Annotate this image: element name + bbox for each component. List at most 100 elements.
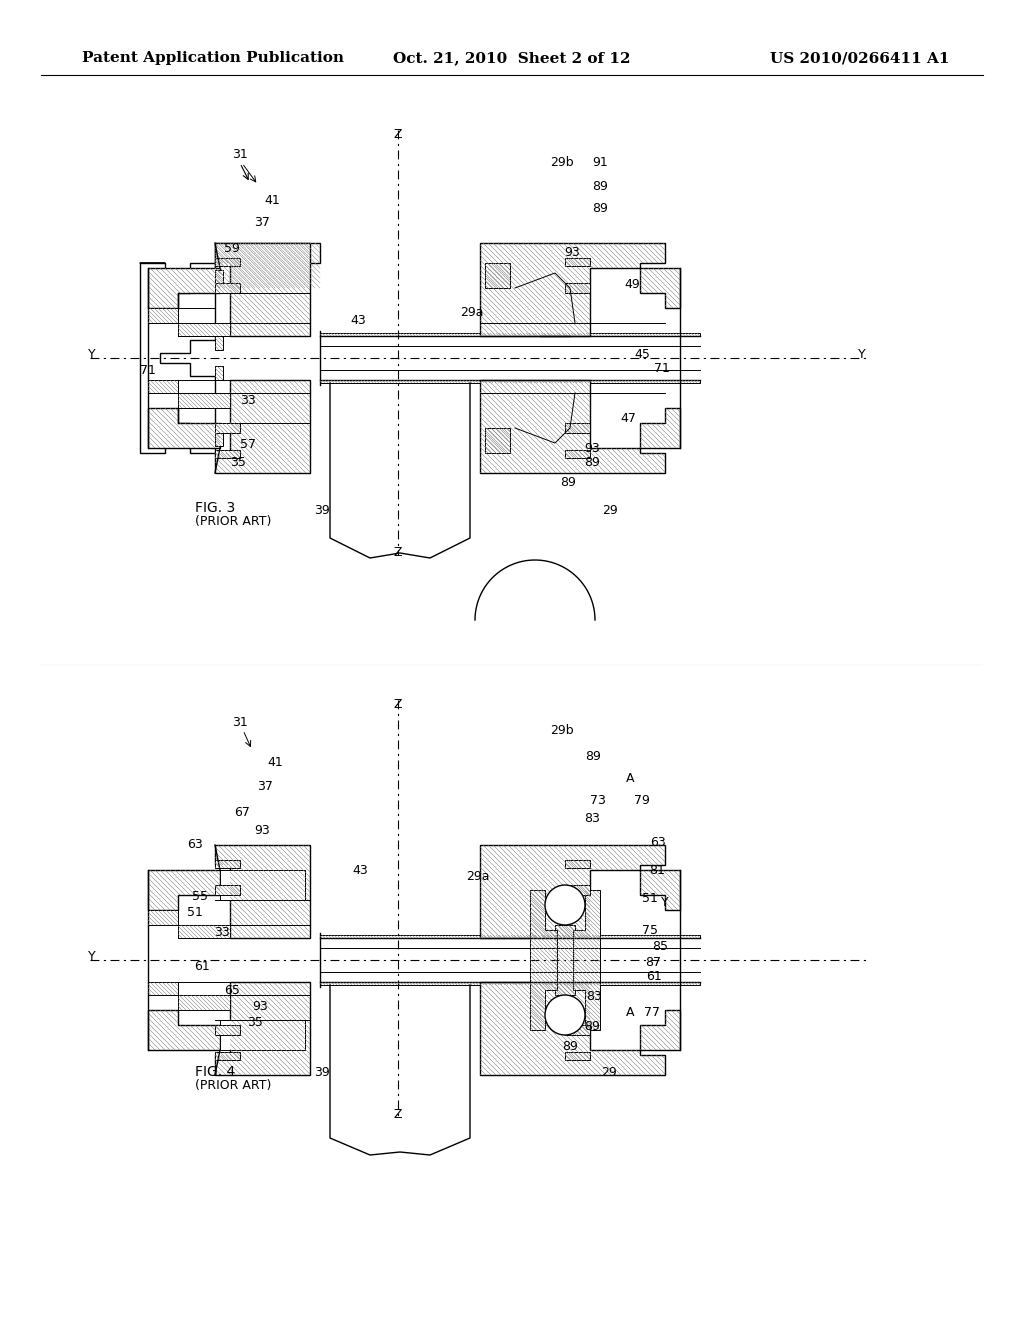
Polygon shape: [148, 408, 220, 447]
Text: 45: 45: [634, 348, 650, 362]
Text: 55: 55: [193, 891, 208, 903]
Text: Z: Z: [394, 1109, 402, 1122]
Text: 71: 71: [654, 362, 670, 375]
Text: 43: 43: [352, 863, 368, 876]
Polygon shape: [215, 422, 240, 433]
Text: Patent Application Publication: Patent Application Publication: [82, 51, 344, 65]
Polygon shape: [319, 333, 700, 337]
Text: 33: 33: [214, 925, 229, 939]
Text: Z: Z: [394, 698, 402, 711]
Text: 91: 91: [592, 157, 608, 169]
Text: 89: 89: [585, 751, 601, 763]
Text: FIG. 4: FIG. 4: [195, 1065, 236, 1078]
Bar: [82, 115, 952, 675]
Text: A: A: [626, 771, 634, 784]
Text: 29a: 29a: [460, 305, 483, 318]
Text: 31: 31: [232, 149, 248, 161]
Polygon shape: [148, 268, 220, 308]
Text: Y: Y: [662, 895, 669, 908]
Text: 39: 39: [314, 1065, 330, 1078]
Text: 57: 57: [240, 438, 256, 451]
Polygon shape: [555, 925, 575, 995]
Polygon shape: [148, 982, 230, 1010]
Polygon shape: [215, 450, 240, 458]
Polygon shape: [215, 337, 223, 350]
Bar: [220, 1020, 305, 1049]
Text: 29a: 29a: [466, 870, 489, 883]
Polygon shape: [215, 243, 310, 337]
Polygon shape: [565, 861, 590, 869]
Polygon shape: [215, 257, 240, 267]
Text: 29: 29: [602, 503, 617, 516]
Polygon shape: [215, 271, 223, 285]
Text: 89: 89: [560, 475, 575, 488]
Text: 85: 85: [652, 940, 668, 953]
Text: 63: 63: [187, 838, 203, 851]
Polygon shape: [573, 890, 600, 1030]
Text: 93: 93: [252, 999, 268, 1012]
Text: 83: 83: [586, 990, 602, 1003]
Polygon shape: [215, 1052, 240, 1060]
Text: 31: 31: [232, 715, 248, 729]
Polygon shape: [319, 982, 700, 985]
Polygon shape: [480, 380, 680, 473]
Polygon shape: [485, 263, 510, 288]
Text: 93: 93: [564, 246, 580, 259]
Polygon shape: [215, 380, 310, 473]
Text: Z: Z: [394, 545, 402, 558]
Polygon shape: [215, 243, 319, 288]
Text: 47: 47: [621, 412, 636, 425]
Polygon shape: [148, 308, 230, 337]
Text: FIG. 3: FIG. 3: [195, 502, 236, 515]
Polygon shape: [565, 422, 590, 433]
Bar: [220, 870, 305, 900]
Polygon shape: [565, 282, 590, 293]
Text: 83: 83: [584, 812, 600, 825]
Text: 49: 49: [624, 279, 640, 292]
Text: 93: 93: [584, 441, 600, 454]
Text: 89: 89: [562, 1040, 578, 1053]
Polygon shape: [480, 243, 680, 337]
Text: 61: 61: [195, 961, 210, 974]
Text: 77: 77: [644, 1006, 660, 1019]
Text: 67: 67: [234, 805, 250, 818]
Polygon shape: [148, 1010, 220, 1049]
Polygon shape: [565, 450, 590, 458]
Text: 29b: 29b: [550, 157, 573, 169]
Text: Y: Y: [88, 950, 96, 964]
Text: 41: 41: [267, 756, 283, 770]
Text: 43: 43: [350, 314, 366, 326]
Text: 37: 37: [254, 215, 270, 228]
Polygon shape: [215, 845, 310, 939]
Text: A: A: [626, 1006, 634, 1019]
Polygon shape: [215, 861, 240, 869]
Polygon shape: [565, 884, 590, 895]
Text: Oct. 21, 2010  Sheet 2 of 12: Oct. 21, 2010 Sheet 2 of 12: [393, 51, 631, 65]
Text: 81: 81: [649, 863, 665, 876]
Text: 65: 65: [224, 983, 240, 997]
Text: 29: 29: [601, 1065, 616, 1078]
Polygon shape: [319, 380, 700, 383]
Text: 73: 73: [590, 793, 606, 807]
Polygon shape: [215, 366, 223, 380]
Text: 63: 63: [650, 836, 666, 849]
Polygon shape: [565, 1026, 590, 1035]
Polygon shape: [215, 884, 240, 895]
Text: (PRIOR ART): (PRIOR ART): [195, 1078, 271, 1092]
Text: 51: 51: [642, 891, 658, 904]
Text: 33: 33: [240, 393, 256, 407]
Text: 59: 59: [224, 242, 240, 255]
Text: 89: 89: [584, 1020, 600, 1034]
Circle shape: [545, 884, 585, 925]
Text: Y: Y: [858, 348, 866, 362]
Text: 39: 39: [314, 503, 330, 516]
Polygon shape: [215, 282, 240, 293]
Text: 29b: 29b: [550, 723, 573, 737]
Polygon shape: [480, 845, 680, 939]
Text: 79: 79: [634, 793, 650, 807]
Circle shape: [545, 995, 585, 1035]
Polygon shape: [530, 890, 557, 1030]
Polygon shape: [480, 982, 680, 1074]
Bar: [82, 700, 952, 1130]
Text: 37: 37: [257, 780, 273, 793]
